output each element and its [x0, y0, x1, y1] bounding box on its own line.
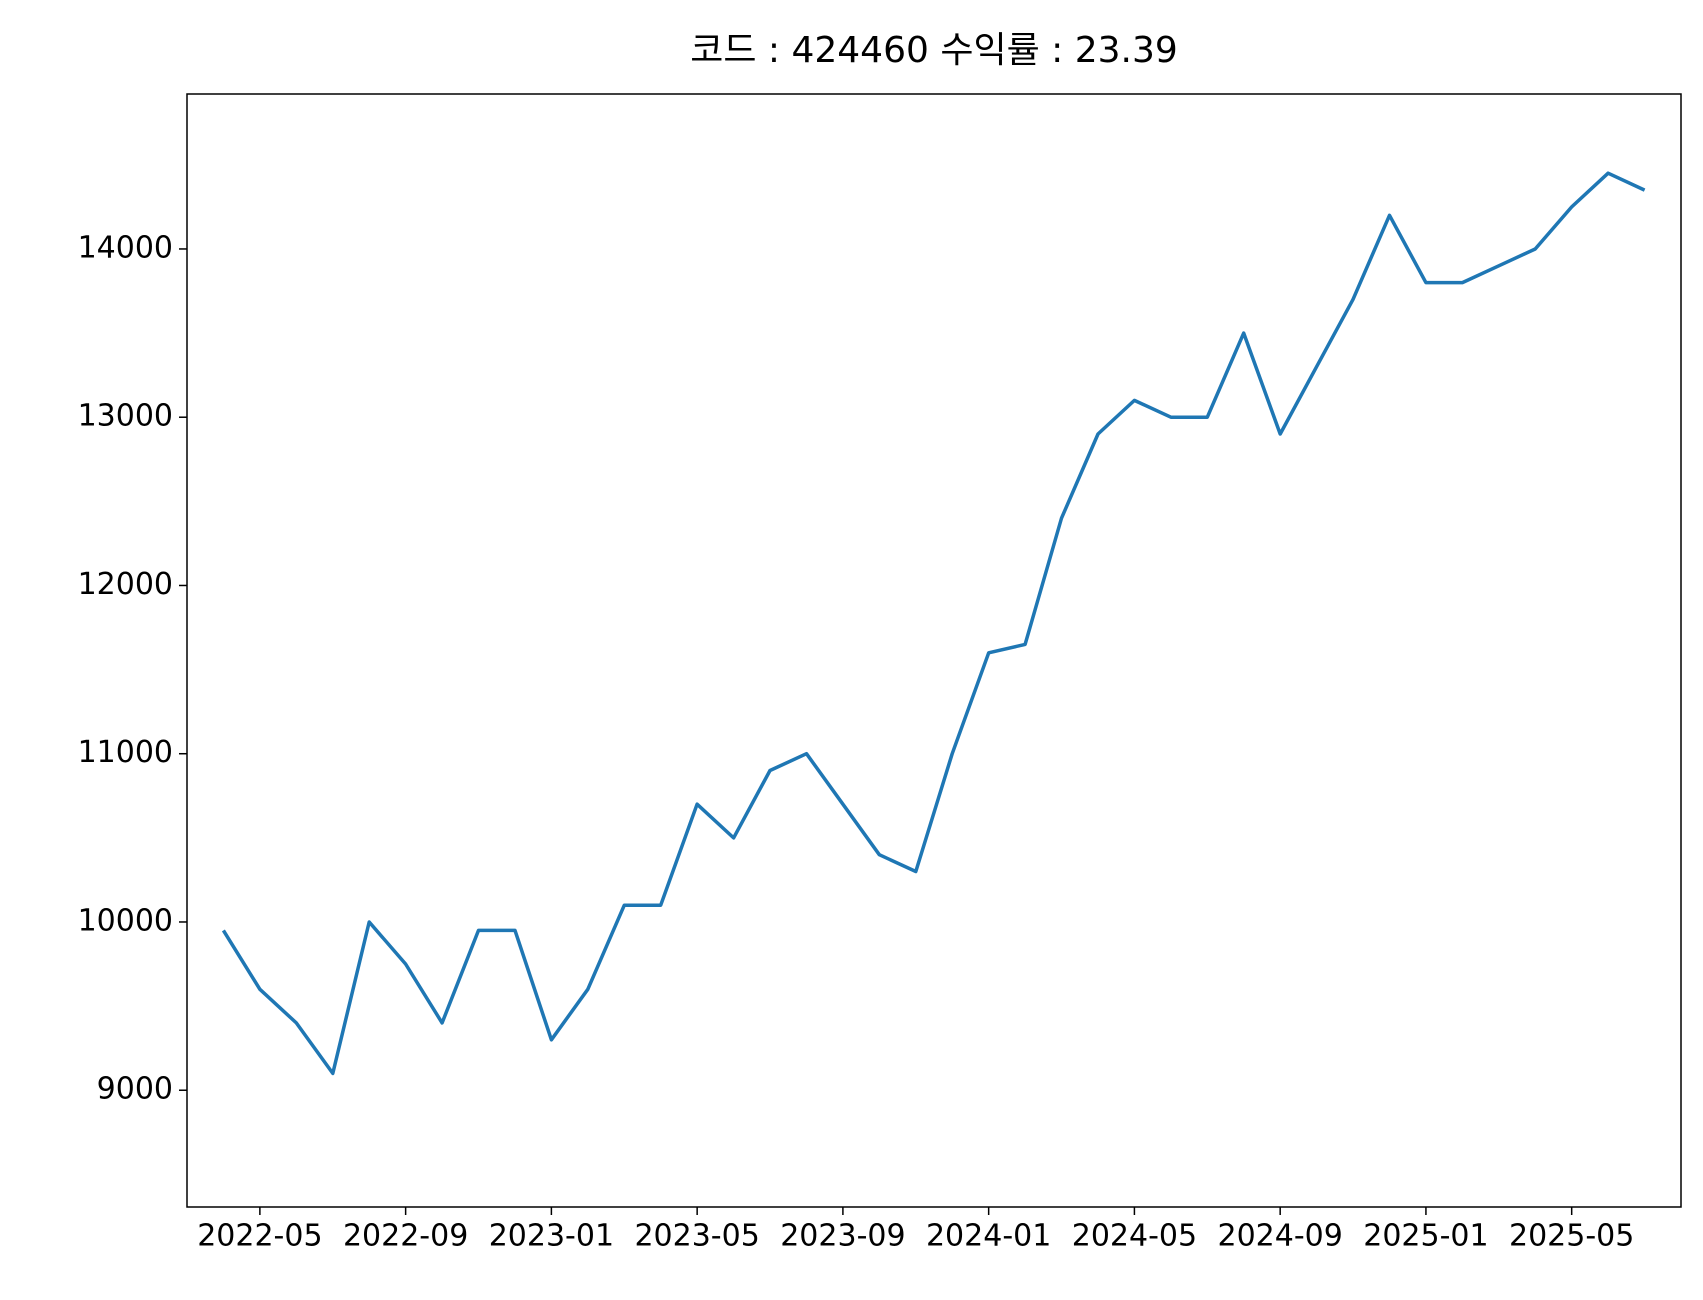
x-tick-label: 2025-05: [1509, 1219, 1634, 1254]
y-tick-label: 11000: [78, 735, 173, 770]
x-tick-label: 2024-05: [1072, 1219, 1197, 1254]
x-tick-label: 2022-09: [343, 1219, 468, 1254]
y-tick-label: 10000: [78, 903, 173, 938]
y-tick-label: 9000: [97, 1072, 173, 1107]
x-tick-label: 2024-01: [926, 1219, 1051, 1254]
x-tick-label: 2025-01: [1363, 1219, 1488, 1254]
x-tick-label: 2024-09: [1217, 1219, 1342, 1254]
plot-frame: [186, 93, 1682, 1208]
y-tick-label: 14000: [78, 230, 173, 265]
line-series: [221, 171, 1646, 1076]
y-tick-label: 12000: [78, 567, 173, 602]
x-tick-label: 2023-05: [634, 1219, 759, 1254]
y-tick-label: 13000: [78, 399, 173, 434]
x-tick-label: 2023-09: [780, 1219, 905, 1254]
x-tick-label: 2022-05: [197, 1219, 322, 1254]
x-tick-label: 2023-01: [489, 1219, 614, 1254]
chart-title: 코드 : 424460 수익률 : 23.39: [690, 30, 1178, 71]
